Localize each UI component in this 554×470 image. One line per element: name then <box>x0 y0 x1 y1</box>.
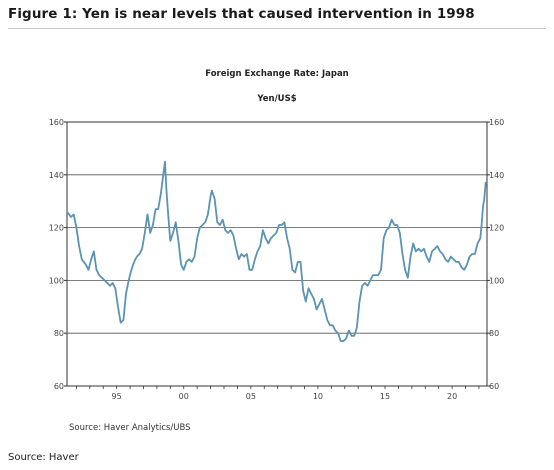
y-tick-label-left-120: 120 <box>49 224 64 233</box>
footnote: Source: Haver <box>8 452 79 463</box>
chart-source: Source: Haver Analytics/UBS <box>69 423 191 433</box>
x-tick-label-00: 00 <box>179 392 189 401</box>
chart-title: Foreign Exchange Rate: Japan <box>205 69 348 79</box>
series-line-yen-usd <box>66 160 488 342</box>
y-tick-label-left-60: 60 <box>54 382 64 391</box>
y-tick-label-right-60: 60 <box>489 382 499 391</box>
x-tick-label-05: 05 <box>246 392 256 401</box>
x-tick-label-95: 95 <box>112 392 122 401</box>
y-tick-label-left-140: 140 <box>49 171 64 180</box>
y-tick-label-left-160: 160 <box>49 118 64 127</box>
series <box>66 160 488 342</box>
x-tick-label-20: 20 <box>447 392 457 401</box>
y-tick-label-right-120: 120 <box>489 224 504 233</box>
x-tick-label-10: 10 <box>313 392 323 401</box>
x-tick-label-15: 15 <box>380 392 390 401</box>
chart-subtitle: Yen/US$ <box>256 94 296 104</box>
y-tick-label-left-80: 80 <box>54 329 64 338</box>
y-tick-label-right-160: 160 <box>489 118 504 127</box>
y-tick-label-right-80: 80 <box>489 329 499 338</box>
y-tick-label-right-140: 140 <box>489 171 504 180</box>
gridlines <box>67 174 487 334</box>
figure-title: Figure 1: Yen is near levels that caused… <box>8 6 475 22</box>
axes: 60 60 80 80 100 100 120 120 140 140 160 160 95 00 05 10… <box>49 118 505 401</box>
y-tick-label-right-100: 100 <box>489 276 504 285</box>
title-divider <box>8 28 546 29</box>
y-tick-label-left-100: 100 <box>49 276 64 285</box>
